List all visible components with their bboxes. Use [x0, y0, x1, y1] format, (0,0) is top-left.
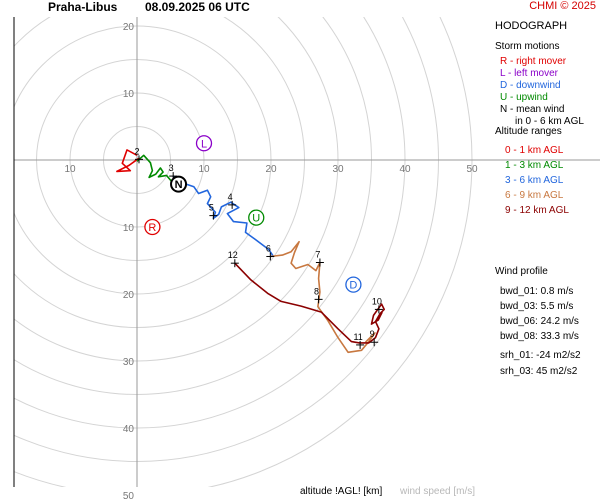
y-tick-label: 30	[123, 357, 135, 368]
legend-item: bwd_01: 0.8 m/s	[500, 286, 574, 297]
altitude-label: altitude !AGL! [km]	[300, 486, 383, 497]
copyright-notice: CHMI © 2025	[529, 0, 596, 12]
height-marker-label: 10	[372, 296, 382, 306]
storm-motion-label: N	[175, 179, 183, 191]
height-marker-label: 3	[169, 163, 174, 173]
legend-item: L - left mover	[500, 68, 558, 79]
station-name: Praha-Libus	[48, 0, 118, 14]
wind-layer-line	[270, 240, 376, 354]
legend-item: in 0 - 6 km AGL	[515, 116, 584, 127]
height-marker-label: 12	[228, 250, 238, 260]
y-tick-label: 50	[123, 491, 135, 500]
storm-motion-label: L	[201, 138, 207, 150]
height-marker-label: 5	[209, 203, 214, 213]
legend-item: 0 - 1 km AGL	[505, 145, 564, 156]
y-tick-label: 20	[123, 290, 135, 301]
y-tick-label: 10	[123, 89, 135, 100]
storm-motion-circle	[195, 135, 213, 152]
legend-item: bwd_03: 5.5 m/s	[500, 301, 574, 312]
height-marker-label: 8	[314, 286, 319, 296]
legend-item: 1 - 3 km AGL	[505, 160, 564, 171]
height-marker-label: 4	[228, 192, 233, 202]
storm-motion-circle	[345, 276, 362, 293]
legend-item: bwd_06: 24.2 m/s	[500, 316, 579, 327]
storm-motion-circle	[144, 218, 161, 236]
storm-motion-label: R	[148, 222, 156, 234]
height-marker-label: 7	[315, 250, 320, 260]
range-ring	[14, 17, 372, 395]
wind-profile-title: Wind profile	[495, 266, 548, 277]
legend-item: 6 - 9 km AGL	[505, 190, 564, 201]
height-markers: 2 3 4 5 6 7 8 9 10 11 12	[135, 146, 383, 349]
wind-speed-label: wind speed [m/s]	[400, 486, 476, 497]
height-marker-label: 2	[135, 146, 140, 156]
legend-item: 9 - 12 km AGL	[505, 205, 569, 216]
storm-motion-label: D	[349, 280, 357, 292]
storm-motions-title: Storm motions	[495, 41, 560, 52]
wind-layers	[116, 149, 386, 354]
height-marker-label: 6	[266, 243, 271, 253]
range-ring	[14, 17, 339, 362]
chart-title: HODOGRAPH	[495, 20, 568, 32]
height-marker-label: 9	[370, 329, 375, 339]
legend-item: R - right mover	[500, 56, 567, 67]
range-ring	[14, 17, 406, 429]
axis-tick-labels: 10 10 10 10 20 20 20 30 30 40 40 50 50	[64, 22, 478, 500]
x-tick-label: 10	[64, 164, 76, 175]
observation-datetime: 08.09.2025 06 UTC	[145, 0, 250, 14]
storm-motion-circle	[248, 209, 265, 226]
range-ring	[14, 17, 473, 487]
wind-layer-line	[172, 175, 274, 258]
y-tick-label: 10	[123, 223, 135, 234]
legend-item: srh_01: -24 m2/s2	[500, 350, 581, 361]
legend-item: D - downwind	[500, 80, 561, 91]
wind-layer-line	[234, 262, 386, 344]
legend-item: bwd_08: 33.3 m/s	[500, 331, 579, 342]
x-tick-label: 40	[399, 164, 411, 175]
legend-item: srh_03: 45 m2/s2	[500, 366, 578, 377]
legend-item: 3 - 6 km AGL	[505, 175, 564, 186]
axes	[13, 17, 600, 487]
y-tick-label: 20	[123, 22, 135, 33]
x-tick-label: 50	[466, 164, 478, 175]
height-marker-label: 11	[353, 332, 362, 342]
x-tick-label: 20	[265, 164, 277, 175]
legend-item: N - mean wind	[500, 104, 565, 115]
range-ring	[14, 17, 305, 328]
storm-motion-label: U	[252, 213, 260, 225]
x-tick-label: 10	[198, 164, 210, 175]
y-tick-label: 40	[123, 424, 135, 435]
range-rings	[14, 17, 473, 487]
storm-motion-markers: R L D U N	[144, 135, 362, 293]
legend-item: U - upwind	[500, 92, 548, 103]
x-tick-label: 30	[332, 164, 344, 175]
storm-motion-circle	[170, 175, 188, 193]
altitude-ranges-title: Altitude ranges	[495, 126, 562, 137]
